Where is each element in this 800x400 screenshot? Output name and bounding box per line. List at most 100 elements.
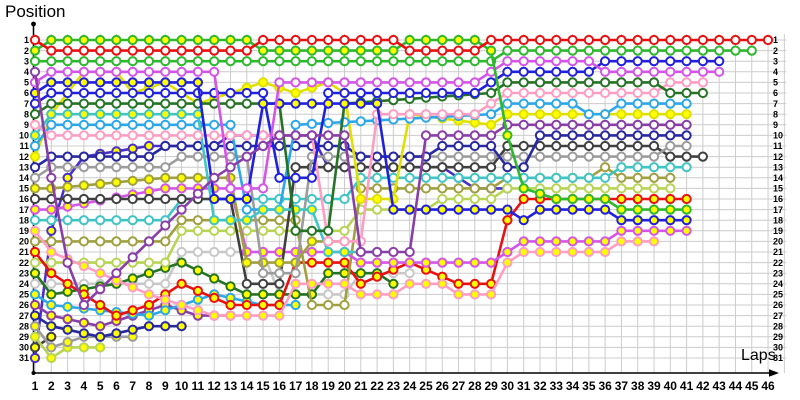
lap-marker-car-black-open (616, 140, 627, 152)
lap-marker-car-purple-open (518, 119, 529, 130)
lap-marker-car-red-open (632, 34, 643, 46)
lap-marker-car-red-open (176, 45, 187, 56)
lap-marker-car-magenta-open (502, 56, 513, 67)
lap-marker-car-deepsky-open (632, 98, 643, 109)
lap-marker-car-red-open (567, 34, 578, 46)
lap-marker-car-pink-open (681, 77, 692, 88)
lap-marker-car-navy-open (355, 151, 366, 162)
lap-marker-car-turquoise-open (502, 172, 513, 183)
lap-marker-car-turquoise-open (95, 215, 106, 226)
y-tick-label-left: 25 (19, 290, 29, 300)
lap-marker-car-pink-open (95, 130, 106, 141)
lap-marker-car-pink-yellow (567, 246, 578, 258)
lap-marker-car-red-open (469, 45, 480, 56)
lap-marker-car-pink-open (29, 119, 41, 130)
lap-marker-car-pink-yellow (160, 294, 171, 305)
x-tick-label: 14 (240, 379, 254, 393)
x-tick-label: 37 (615, 379, 629, 393)
lap-marker-car-magenta-open (241, 183, 252, 194)
lap-marker-car-red-open (160, 45, 171, 56)
lap-marker-car-green-yellow (209, 34, 220, 46)
lap-marker-car-pink-yellow (486, 289, 497, 300)
lap-marker-car-blue-yellow (681, 215, 692, 226)
x-tick-label: 1 (32, 379, 39, 393)
lap-marker-car-green-yellow (388, 45, 399, 56)
lap-marker-car-purple-open (225, 162, 236, 173)
lap-marker-car-magenta-open (420, 77, 432, 88)
lap-marker-car-purple-open (632, 119, 643, 130)
lap-marker-car-magenta-open (143, 66, 155, 77)
lap-marker-car-green-open (111, 56, 122, 67)
lap-marker-car-turquoise-yellow (127, 109, 138, 120)
lap-marker-car-deepsky-open (111, 119, 122, 130)
lap-marker-car-navy-open (681, 130, 692, 141)
lap-marker-car-deepsky-open (518, 98, 529, 109)
lap-marker-car-green-open (518, 45, 529, 56)
lap-marker-car-black-open (486, 162, 497, 173)
lap-marker-car-blue-yellow (551, 204, 562, 215)
lap-marker-car-blue-yellow (388, 204, 399, 215)
lap-marker-car-deepsky-open (648, 98, 660, 109)
lap-marker-car-green-open (258, 56, 269, 67)
lap-marker-car-forest-yellow (143, 268, 155, 279)
lap-marker-car-red-open (551, 34, 562, 46)
x-tick-label: 7 (129, 379, 136, 393)
lap-marker-car-turquoise-open (453, 172, 464, 183)
lap-marker-car-green-yellow (534, 188, 546, 199)
x-tick-label: 40 (664, 379, 678, 393)
lap-marker-car-blue-open (583, 66, 595, 77)
lap-marker-car-pink-yellow (632, 236, 643, 247)
lap-marker-car-purple-open (469, 130, 480, 141)
lap-marker-car-lightgray-open (176, 246, 187, 258)
lap-marker-car-blue-open (258, 87, 269, 99)
lap-marker-car-pink-yellow (404, 278, 415, 289)
lap-marker-car-olive-yellow (176, 172, 187, 183)
lap-marker-car-red-open (518, 34, 529, 46)
lap-marker-car-lightgray-open (29, 278, 41, 289)
lap-marker-car-yellowgreen-open (453, 193, 464, 205)
lap-marker-car-pink-yellow (143, 289, 155, 300)
lap-marker-car-navy-yellow (29, 310, 41, 321)
y-tick-label-right: 29 (773, 332, 783, 342)
lap-marker-car-lightgray-open (404, 268, 415, 279)
lap-marker-car-yellowgreen-open (143, 257, 155, 268)
lap-marker-car-magenta-open (176, 66, 187, 77)
lap-marker-car-blue-open (697, 56, 709, 67)
lap-marker-car-black-open (127, 193, 138, 205)
lap-marker-car-lightgray-open (225, 246, 236, 258)
lap-marker-car-pink-open (665, 77, 676, 88)
lap-marker-car-forest-open (665, 87, 676, 99)
lap-marker-car-magenta-yellow (632, 225, 643, 236)
lap-marker-car-pink-open (160, 130, 171, 141)
lap-marker-car-navy-open (127, 151, 138, 162)
lap-marker-car-yellowgreen-open (274, 225, 285, 236)
lap-marker-car-purple-open (29, 66, 41, 77)
lap-marker-car-magenta-open (372, 77, 383, 88)
lap-marker-car-gray-open (323, 151, 334, 162)
lap-marker-car-pink-yellow (306, 278, 317, 289)
series-line-car-red-open (33, 38, 770, 52)
lap-marker-car-blue-open (372, 87, 383, 99)
lap-marker-car-gray-open (469, 151, 480, 162)
lap-marker-car-green-open (127, 56, 138, 67)
lap-marker-car-blue-yellow (176, 77, 187, 88)
lap-marker-car-gray-open (616, 151, 627, 162)
lap-marker-car-red-open (583, 34, 595, 46)
lap-marker-car-gray-open (665, 140, 676, 152)
lap-marker-car-blue-yellow (600, 204, 611, 215)
lap-marker-car-navy-open (111, 151, 122, 162)
lap-marker-car-gray-open (127, 162, 138, 173)
lap-marker-car-navy-open (323, 140, 334, 152)
lap-marker-car-black-open (160, 193, 171, 205)
lap-marker-car-green-open (62, 56, 73, 67)
lap-marker-car-olive-open (665, 172, 676, 183)
lap-marker-car-red-open (290, 34, 301, 46)
lap-marker-car-green-open (502, 45, 513, 56)
y-tick-label-left: 24 (19, 279, 29, 289)
lap-marker-car-purple-open (453, 130, 464, 141)
lap-marker-car-blueviolet-yellow (29, 352, 41, 364)
lap-marker-car-red-open (95, 45, 106, 56)
y-tick-label-left: 13 (19, 162, 29, 172)
lap-marker-car-forest-open (306, 225, 317, 236)
lap-marker-car-red-open (274, 34, 285, 46)
